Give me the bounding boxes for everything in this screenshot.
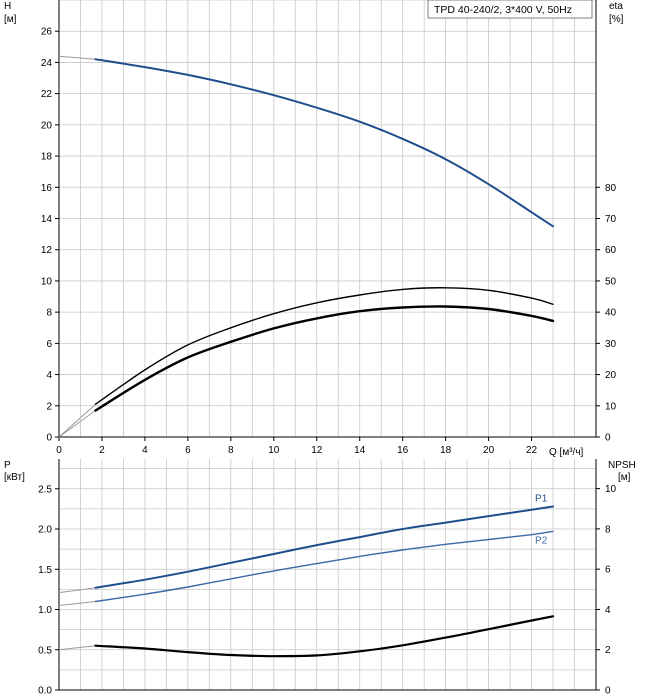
power-tick-label: 1.0 [38, 605, 52, 616]
flow-tick-label: 22 [526, 445, 538, 456]
power-curve-p1 [94, 505, 554, 589]
power-tick-label: 2.0 [38, 525, 52, 536]
head-curve [94, 58, 554, 228]
head-axis-unit: [м] [4, 14, 17, 25]
npsh-axis-label: NPSH [608, 460, 636, 471]
flow-axis-label: Q [м³/ч] [549, 447, 584, 458]
efficiency-curve-total [94, 287, 554, 405]
flow-tick-label: 10 [268, 445, 280, 456]
npsh-axis-unit: [м] [618, 472, 631, 483]
head-tick-label: 20 [41, 120, 53, 131]
efficiency-curve-pump [94, 305, 555, 412]
flow-tick-label: 6 [185, 445, 191, 456]
chart-title: TPD 40-240/2, 3*400 V, 50Hz [434, 4, 572, 16]
eta-tick-label: 70 [605, 214, 617, 225]
flow-tick-label: 20 [483, 445, 495, 456]
npsh-curve-extrapolated [58, 645, 96, 651]
eta-tick-label: 0 [605, 433, 611, 444]
eta-tick-label: 50 [605, 276, 617, 287]
head-tick-label: 10 [41, 276, 53, 287]
head-tick-label: 0 [46, 433, 52, 444]
flow-tick-label: 14 [354, 445, 366, 456]
flow-tick-label: 12 [311, 445, 323, 456]
head-tick-label: 12 [41, 245, 53, 256]
flow-tick-label: 18 [440, 445, 452, 456]
eta-tick-label: 10 [605, 401, 617, 412]
head-tick-label: 26 [41, 27, 53, 38]
head-tick-label: 22 [41, 89, 53, 100]
power-axis-unit: [кВт] [4, 472, 25, 483]
eta-tick-label: 60 [605, 245, 617, 256]
npsh-curve [94, 615, 555, 658]
npsh-tick-label: 0 [605, 686, 611, 697]
power-tick-label: 0.5 [38, 645, 52, 656]
head-tick-label: 2 [46, 401, 52, 412]
series-label-p1: P1 [535, 493, 548, 504]
npsh-tick-label: 2 [605, 645, 611, 656]
power-tick-label: 2.5 [38, 484, 52, 495]
power-tick-label: 0.0 [38, 686, 52, 697]
series-label-p2: P2 [535, 535, 548, 546]
flow-tick-label: 16 [397, 445, 409, 456]
efficiency-curve-total-extrapolated [58, 403, 96, 438]
top-panel-grid [55, 0, 600, 441]
flow-tick-label: 8 [228, 445, 234, 456]
power-curve-p2-extrapolated [58, 601, 96, 606]
eta-tick-label: 40 [605, 308, 617, 319]
head-tick-label: 16 [41, 183, 53, 194]
npsh-tick-label: 6 [605, 565, 611, 576]
npsh-tick-label: 4 [605, 605, 611, 616]
head-tick-label: 14 [41, 214, 53, 225]
head-tick-label: 4 [46, 370, 52, 381]
title-box: TPD 40-240/2, 3*400 V, 50Hz [427, 0, 593, 19]
flow-tick-label: 2 [99, 445, 105, 456]
power-axis-label: P [4, 460, 11, 471]
power-tick-label: 1.5 [38, 565, 52, 576]
eta-axis-unit: [%] [609, 14, 624, 25]
efficiency-curve-pump-extrapolated [58, 410, 96, 438]
head-curve-extrapolated [58, 55, 96, 60]
power-curve-p2 [94, 530, 554, 603]
flow-tick-label: 4 [142, 445, 148, 456]
curves: P1 P2 [58, 55, 555, 658]
eta-tick-label: 30 [605, 339, 617, 350]
eta-axis-label: eta [609, 1, 623, 12]
head-tick-label: 6 [46, 339, 52, 350]
eta-tick-label: 20 [605, 370, 617, 381]
title-box-frame [427, 0, 593, 19]
tick-labels: 0246810121416182022242601020304050607080… [38, 27, 616, 697]
eta-tick-label: 80 [605, 183, 617, 194]
head-tick-label: 8 [46, 308, 52, 319]
head-tick-label: 18 [41, 152, 53, 163]
npsh-tick-label: 8 [605, 524, 611, 535]
power-curve-p1-extrapolated [58, 587, 96, 594]
head-tick-label: 24 [41, 58, 53, 69]
flow-tick-label: 0 [56, 445, 62, 456]
npsh-tick-label: 10 [605, 484, 617, 495]
head-axis-label: H [4, 1, 11, 12]
